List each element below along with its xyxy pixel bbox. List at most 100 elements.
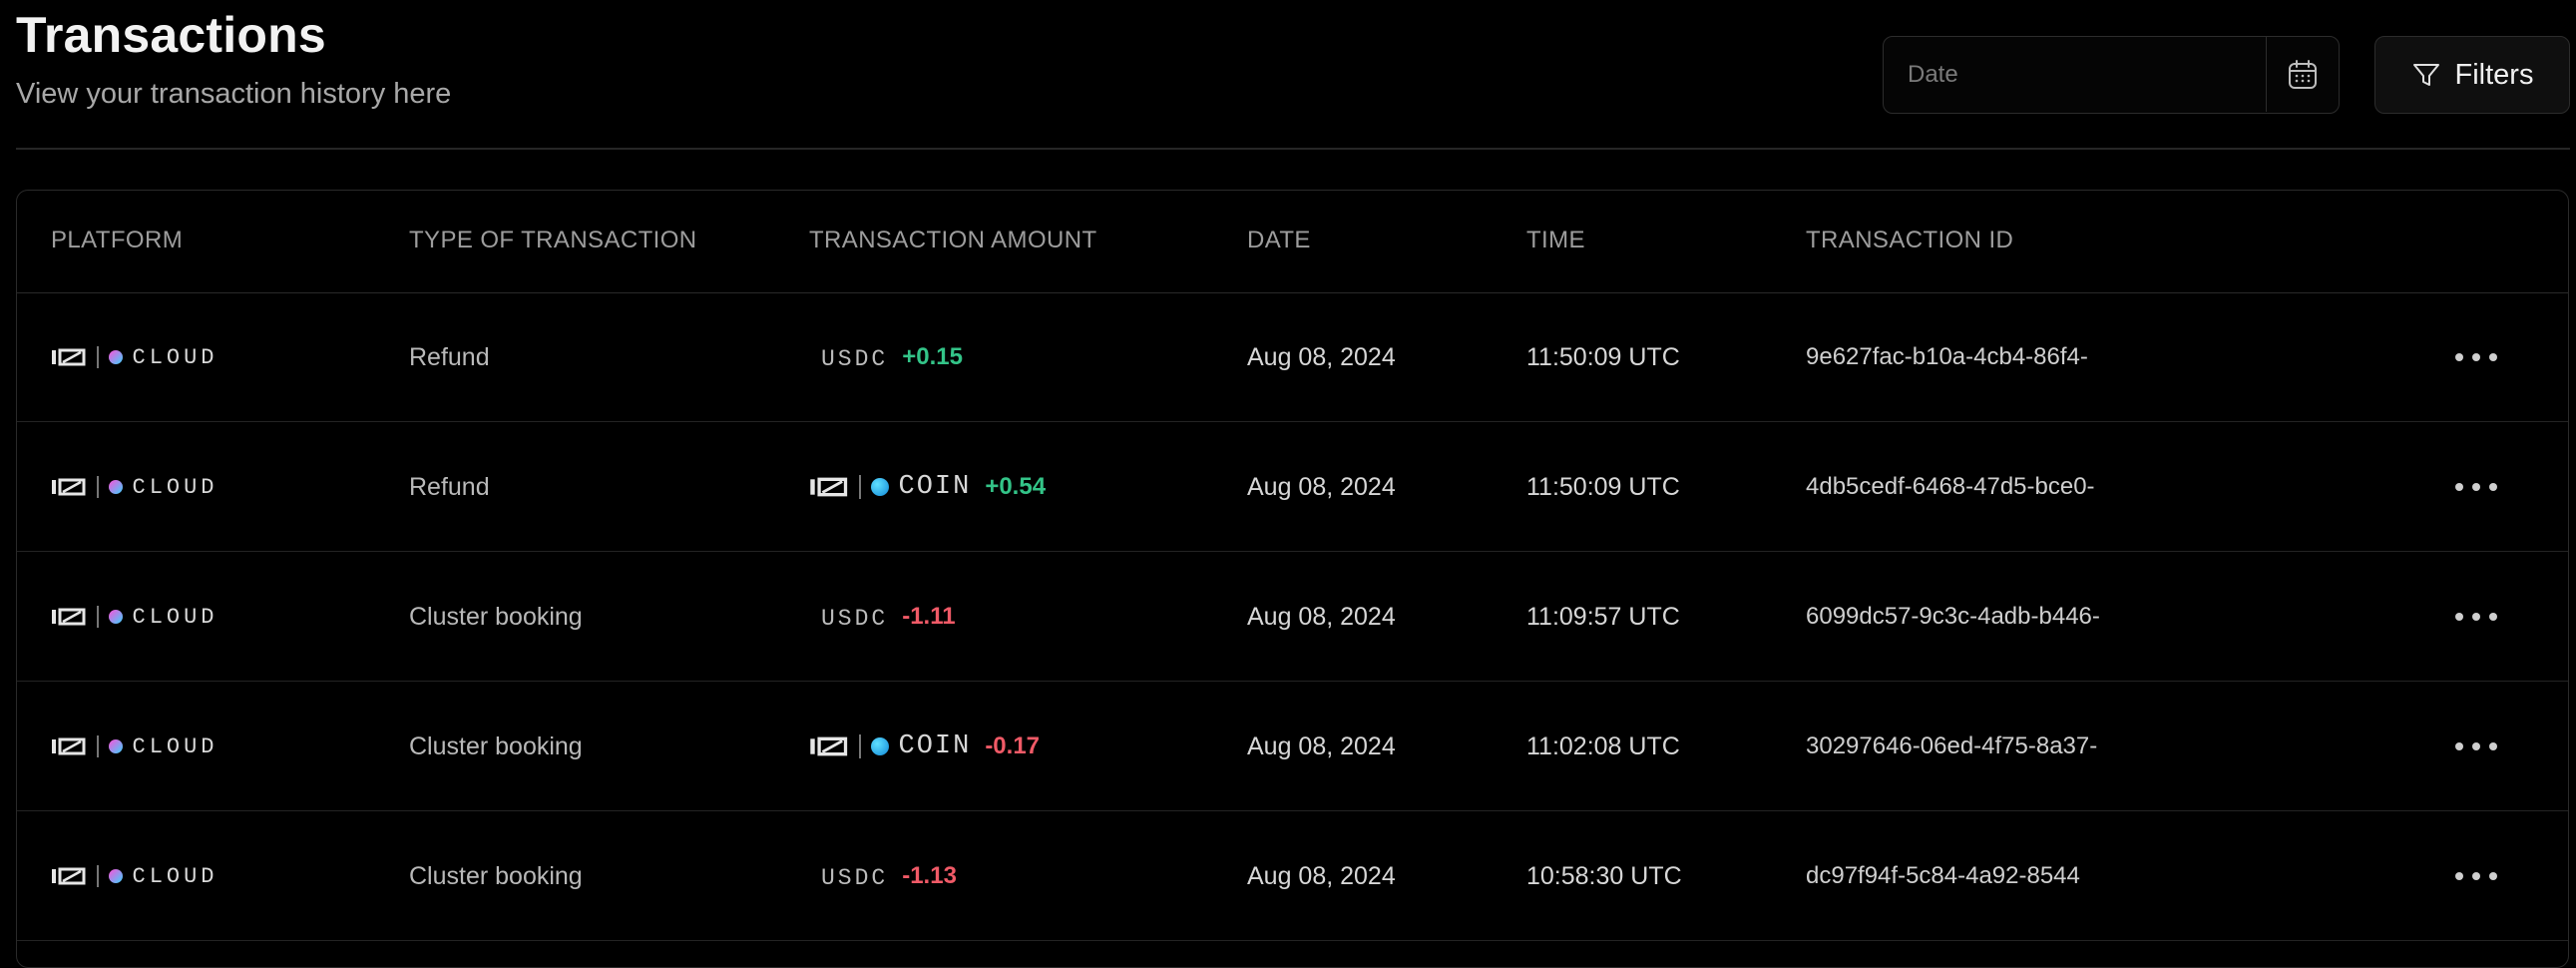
platform-cell: CLOUD: [51, 292, 218, 422]
more-horizontal-icon: [2455, 742, 2497, 750]
date-picker: [1883, 36, 2340, 114]
time-cell: 10:58:30 UTC: [1526, 861, 1682, 890]
transaction-id-cell: 6099dc57-9c3c-4adb-b446-: [1806, 603, 2100, 630]
type-cell: Refund: [409, 342, 490, 371]
date-cell: Aug 08, 2024: [1247, 861, 1396, 890]
currency-logo-text: COIN: [898, 731, 972, 761]
io-logo-icon: [52, 608, 86, 626]
transaction-id-cell: 4db5cedf-6468-47d5-bce0-: [1806, 473, 2095, 500]
table-row[interactable]: CLOUD Refund COIN +0.54 Aug 08, 2024 11:…: [17, 422, 2568, 552]
type-cell: Refund: [409, 472, 490, 501]
platform-logo-text: CLOUD: [132, 474, 218, 500]
type-cell: Cluster booking: [409, 731, 583, 760]
logo-separator: [859, 734, 861, 758]
amount-cell: USDC +0.15: [809, 292, 963, 422]
date-cell: Aug 08, 2024: [1247, 472, 1396, 501]
transaction-id-cell: 30297646-06ed-4f75-8a37-: [1806, 732, 2098, 759]
calendar-button[interactable]: [2266, 37, 2339, 112]
cloud-dot-icon: [108, 350, 123, 364]
platform-cell: CLOUD: [51, 811, 218, 941]
platform-logo-text: CLOUD: [132, 604, 218, 630]
table-row[interactable]: CLOUD Cluster booking USDC -1.13 Aug 08,…: [17, 811, 2568, 941]
platform-cell: CLOUD: [51, 422, 218, 552]
io-logo-icon: [810, 477, 848, 497]
platform-logo: CLOUD: [51, 864, 218, 889]
amount-value: -1.11: [902, 603, 956, 630]
transaction-id-cell: dc97f94f-5c84-4a92-8544: [1806, 862, 2080, 889]
coin-dot-icon: [870, 737, 889, 755]
calendar-icon: [2289, 59, 2317, 89]
logo-separator: [859, 475, 861, 499]
type-cell: Cluster booking: [409, 861, 583, 890]
io-logo-icon: [810, 736, 848, 756]
cloud-dot-icon: [108, 480, 123, 494]
currency-logo-text: COIN: [898, 472, 972, 502]
column-header-time: TIME: [1526, 227, 1585, 253]
time-cell: 11:09:57 UTC: [1526, 602, 1680, 631]
row-actions-button[interactable]: [2444, 811, 2508, 941]
io-logo-icon: [52, 478, 86, 496]
row-actions-button[interactable]: [2444, 292, 2508, 422]
type-cell: Cluster booking: [409, 602, 583, 631]
currency-logo: COIN: [809, 731, 971, 761]
io-logo-icon: [52, 867, 86, 885]
row-actions-button[interactable]: [2444, 552, 2508, 682]
filter-icon: [2412, 64, 2439, 86]
table-row[interactable]: CLOUD Cluster booking USDC -1.11 Aug 08,…: [17, 552, 2568, 682]
cloud-dot-icon: [108, 610, 123, 624]
currency-logo-text: USDC: [821, 864, 889, 891]
coin-dot-icon: [870, 478, 889, 496]
time-cell: 11:50:09 UTC: [1526, 342, 1680, 371]
cloud-dot-icon: [108, 869, 123, 883]
currency-logo: USDC: [809, 603, 888, 632]
column-header-type: TYPE OF TRANSACTION: [409, 227, 697, 253]
amount-value: +0.15: [902, 343, 963, 370]
time-cell: 11:50:09 UTC: [1526, 472, 1680, 501]
amount-cell: COIN +0.54: [809, 422, 1046, 552]
logo-separator: [97, 735, 99, 757]
logo-separator: [97, 865, 99, 887]
filters-label: Filters: [2454, 58, 2534, 91]
platform-logo: CLOUD: [51, 605, 218, 630]
platform-logo: CLOUD: [51, 345, 218, 370]
more-horizontal-icon: [2455, 483, 2497, 491]
date-cell: Aug 08, 2024: [1247, 731, 1396, 760]
amount-cell: USDC -1.13: [809, 811, 957, 941]
date-input[interactable]: [1884, 37, 2269, 112]
cloud-dot-icon: [108, 739, 123, 753]
amount-cell: USDC -1.11: [809, 552, 956, 682]
amount-cell: COIN -0.17: [809, 682, 1040, 811]
row-actions-button[interactable]: [2444, 422, 2508, 552]
time-cell: 11:02:08 UTC: [1526, 731, 1680, 760]
row-actions-button[interactable]: [2444, 682, 2508, 811]
platform-cell: CLOUD: [51, 552, 218, 682]
amount-value: -1.13: [902, 862, 957, 889]
page-subtitle: View your transaction history here: [16, 78, 452, 110]
amount-value: +0.54: [985, 473, 1047, 500]
column-header-amount: TRANSACTION AMOUNT: [809, 227, 1097, 253]
platform-logo-text: CLOUD: [132, 863, 218, 889]
logo-separator: [97, 476, 99, 498]
platform-cell: CLOUD: [51, 682, 218, 811]
transaction-id-cell: 9e627fac-b10a-4cb4-86f4-: [1806, 343, 2088, 370]
platform-logo: CLOUD: [51, 734, 218, 759]
more-horizontal-icon: [2455, 872, 2497, 880]
date-cell: Aug 08, 2024: [1247, 342, 1396, 371]
currency-logo: COIN: [809, 472, 971, 502]
currency-logo-text: USDC: [821, 345, 889, 372]
currency-logo-text: USDC: [821, 605, 889, 632]
column-header-platform: PLATFORM: [51, 227, 184, 253]
page-title: Transactions: [16, 7, 326, 63]
table-row[interactable]: CLOUD Refund USDC +0.15 Aug 08, 2024 11:…: [17, 292, 2568, 422]
platform-logo-text: CLOUD: [132, 733, 218, 759]
logo-separator: [97, 606, 99, 628]
platform-logo-text: CLOUD: [132, 344, 218, 370]
currency-logo: USDC: [809, 862, 888, 891]
filters-button[interactable]: Filters: [2374, 36, 2570, 114]
table-row[interactable]: CLOUD Cluster booking COIN -0.17 Aug 08,…: [17, 682, 2568, 811]
more-horizontal-icon: [2455, 613, 2497, 621]
column-header-transaction-id: TRANSACTION ID: [1806, 227, 2014, 253]
date-cell: Aug 08, 2024: [1247, 602, 1396, 631]
logo-separator: [97, 346, 99, 368]
header-divider: [16, 148, 2570, 150]
